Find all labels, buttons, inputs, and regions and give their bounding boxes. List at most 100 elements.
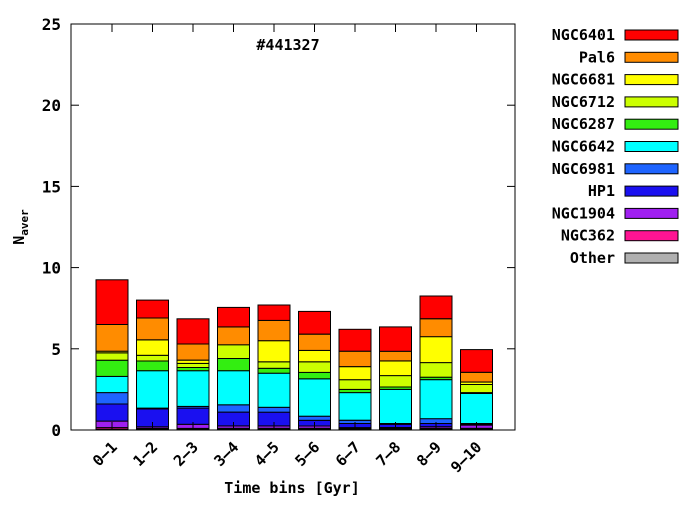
- bar-segment-ngc6287: [217, 358, 250, 372]
- bar-segment-ngc6401: [95, 279, 129, 325]
- legend-swatch: [624, 141, 679, 152]
- bar-segment-ngc6642: [419, 379, 453, 420]
- legend-label: NGC1904: [552, 204, 615, 222]
- bar-segment-ngc6681: [136, 339, 169, 356]
- legend-label: HP1: [588, 182, 615, 200]
- bar-segment-pal6: [257, 319, 291, 342]
- bar-segment-ngc6981: [257, 406, 291, 413]
- bar-segment-ngc6642: [257, 372, 291, 408]
- bar-segment-ngc6712: [460, 384, 493, 394]
- bar-segment-ngc6681: [419, 336, 453, 364]
- bar-segment-ngc6642: [338, 392, 372, 421]
- legend-swatch: [624, 163, 679, 175]
- bar-segment-ngc6712: [136, 354, 169, 362]
- legend-swatch: [624, 252, 679, 264]
- bar-segment-ngc6712: [379, 375, 412, 388]
- bar-segment-ngc6712: [338, 379, 372, 390]
- bar-segment-ngc6642: [379, 388, 412, 424]
- legend-swatch: [624, 185, 679, 197]
- bar-segment-ngc6681: [338, 366, 372, 381]
- y-tick-label: 0: [51, 421, 61, 440]
- legend-label: NGC6287: [552, 115, 615, 133]
- legend-label: NGC6712: [552, 93, 615, 111]
- bar-segment-ngc6712: [217, 344, 250, 360]
- y-tick-label: 20: [42, 96, 61, 115]
- x-tick-label: 9–10: [447, 438, 485, 476]
- x-tick-label: 7–8: [372, 438, 404, 470]
- bar-segment-ngc6401: [298, 310, 331, 335]
- bar-segment-ngc6642: [176, 370, 210, 407]
- x-tick-label: 2–3: [170, 438, 202, 470]
- x-tick-label: 1–2: [129, 438, 161, 470]
- x-tick-label: 5–6: [291, 438, 323, 470]
- legend-label: Pal6: [579, 48, 615, 66]
- legend-label: NGC362: [561, 227, 615, 245]
- bar-segment-ngc6981: [298, 415, 331, 421]
- bar-segment-ngc6681: [257, 340, 291, 363]
- bar-segment-ngc6401: [379, 326, 412, 352]
- legend-swatch: [624, 29, 679, 41]
- bar-segment-hp1: [176, 407, 210, 425]
- bar-segment-ngc6712: [298, 361, 331, 373]
- bar-segment-ngc6981: [95, 392, 129, 405]
- bar-segment-ngc6712: [176, 362, 210, 368]
- bar-segment-ngc6287: [298, 371, 331, 380]
- bar-segment-pal6: [460, 371, 493, 383]
- bar-segment-ngc6401: [257, 304, 291, 321]
- legend-swatch: [624, 230, 679, 242]
- bar-segment-pal6: [95, 323, 129, 352]
- bar-segment-ngc6401: [419, 295, 453, 320]
- legend-swatch: [624, 51, 679, 63]
- bar-segment-pal6: [217, 326, 250, 346]
- bar-segment-ngc6681: [176, 359, 210, 364]
- y-tick-label: 25: [42, 15, 61, 34]
- bar-segment-ngc6287: [95, 359, 129, 377]
- bar-segment-ngc6642: [136, 370, 169, 409]
- legend-label: NGC6401: [552, 26, 615, 44]
- bar-segment-pal6: [338, 350, 372, 368]
- legend-swatch: [624, 118, 679, 130]
- bar-segment-ngc6287: [136, 360, 169, 372]
- y-tick-label: 15: [42, 177, 61, 196]
- y-tick-label: 10: [42, 259, 61, 278]
- legend-label: Other: [570, 249, 615, 267]
- legend-label: NGC6981: [552, 160, 615, 178]
- bar-segment-ngc6981: [217, 404, 250, 413]
- legend-swatch: [624, 74, 679, 86]
- x-tick-label: 8–9: [413, 438, 445, 470]
- bar-segment-ngc6401: [217, 306, 250, 328]
- bar-segment-ngc6401: [176, 318, 210, 345]
- bar-segment-ngc6681: [298, 349, 331, 363]
- bar-segment-ngc6401: [136, 299, 169, 319]
- y-tick-label: 5: [51, 340, 61, 359]
- bar-segment-ngc6712: [419, 362, 453, 378]
- bar-segment-ngc6642: [95, 375, 129, 394]
- chart-title: #441327: [256, 36, 319, 54]
- bar-segment-ngc6642: [217, 370, 250, 406]
- legend-label: NGC6642: [552, 138, 615, 156]
- x-tick-label: 3–4: [210, 438, 242, 470]
- bar-segment-pal6: [136, 317, 169, 341]
- bar-segment-ngc6681: [379, 360, 412, 377]
- x-tick-label: 4–5: [251, 438, 283, 470]
- legend-swatch: [624, 96, 679, 108]
- bar-segment-ngc6712: [257, 361, 291, 369]
- x-tick-label: 6–7: [332, 438, 364, 470]
- legend: NGC6401 Pal6 NGC6681 NGC6712 NGC6287 NGC6642 N…: [552, 26, 679, 267]
- bar-segment-ngc6712: [95, 352, 129, 361]
- plot-area-frame: [70, 23, 516, 431]
- legend-swatch: [624, 207, 679, 219]
- bar-segment-hp1: [95, 403, 129, 422]
- x-tick-label: 0–1: [89, 438, 121, 470]
- y-axis-label-main: N: [10, 236, 28, 245]
- bar-segment-pal6: [419, 318, 453, 338]
- y-axis-label: Naver: [10, 209, 31, 245]
- bar-segment-ngc6642: [460, 393, 493, 424]
- bar-segment-pal6: [176, 343, 210, 361]
- bar-segment-ngc6401: [338, 328, 372, 352]
- bars-layer: [95, 279, 493, 431]
- bar-segment-pal6: [379, 350, 412, 362]
- legend-label: NGC6681: [552, 71, 615, 89]
